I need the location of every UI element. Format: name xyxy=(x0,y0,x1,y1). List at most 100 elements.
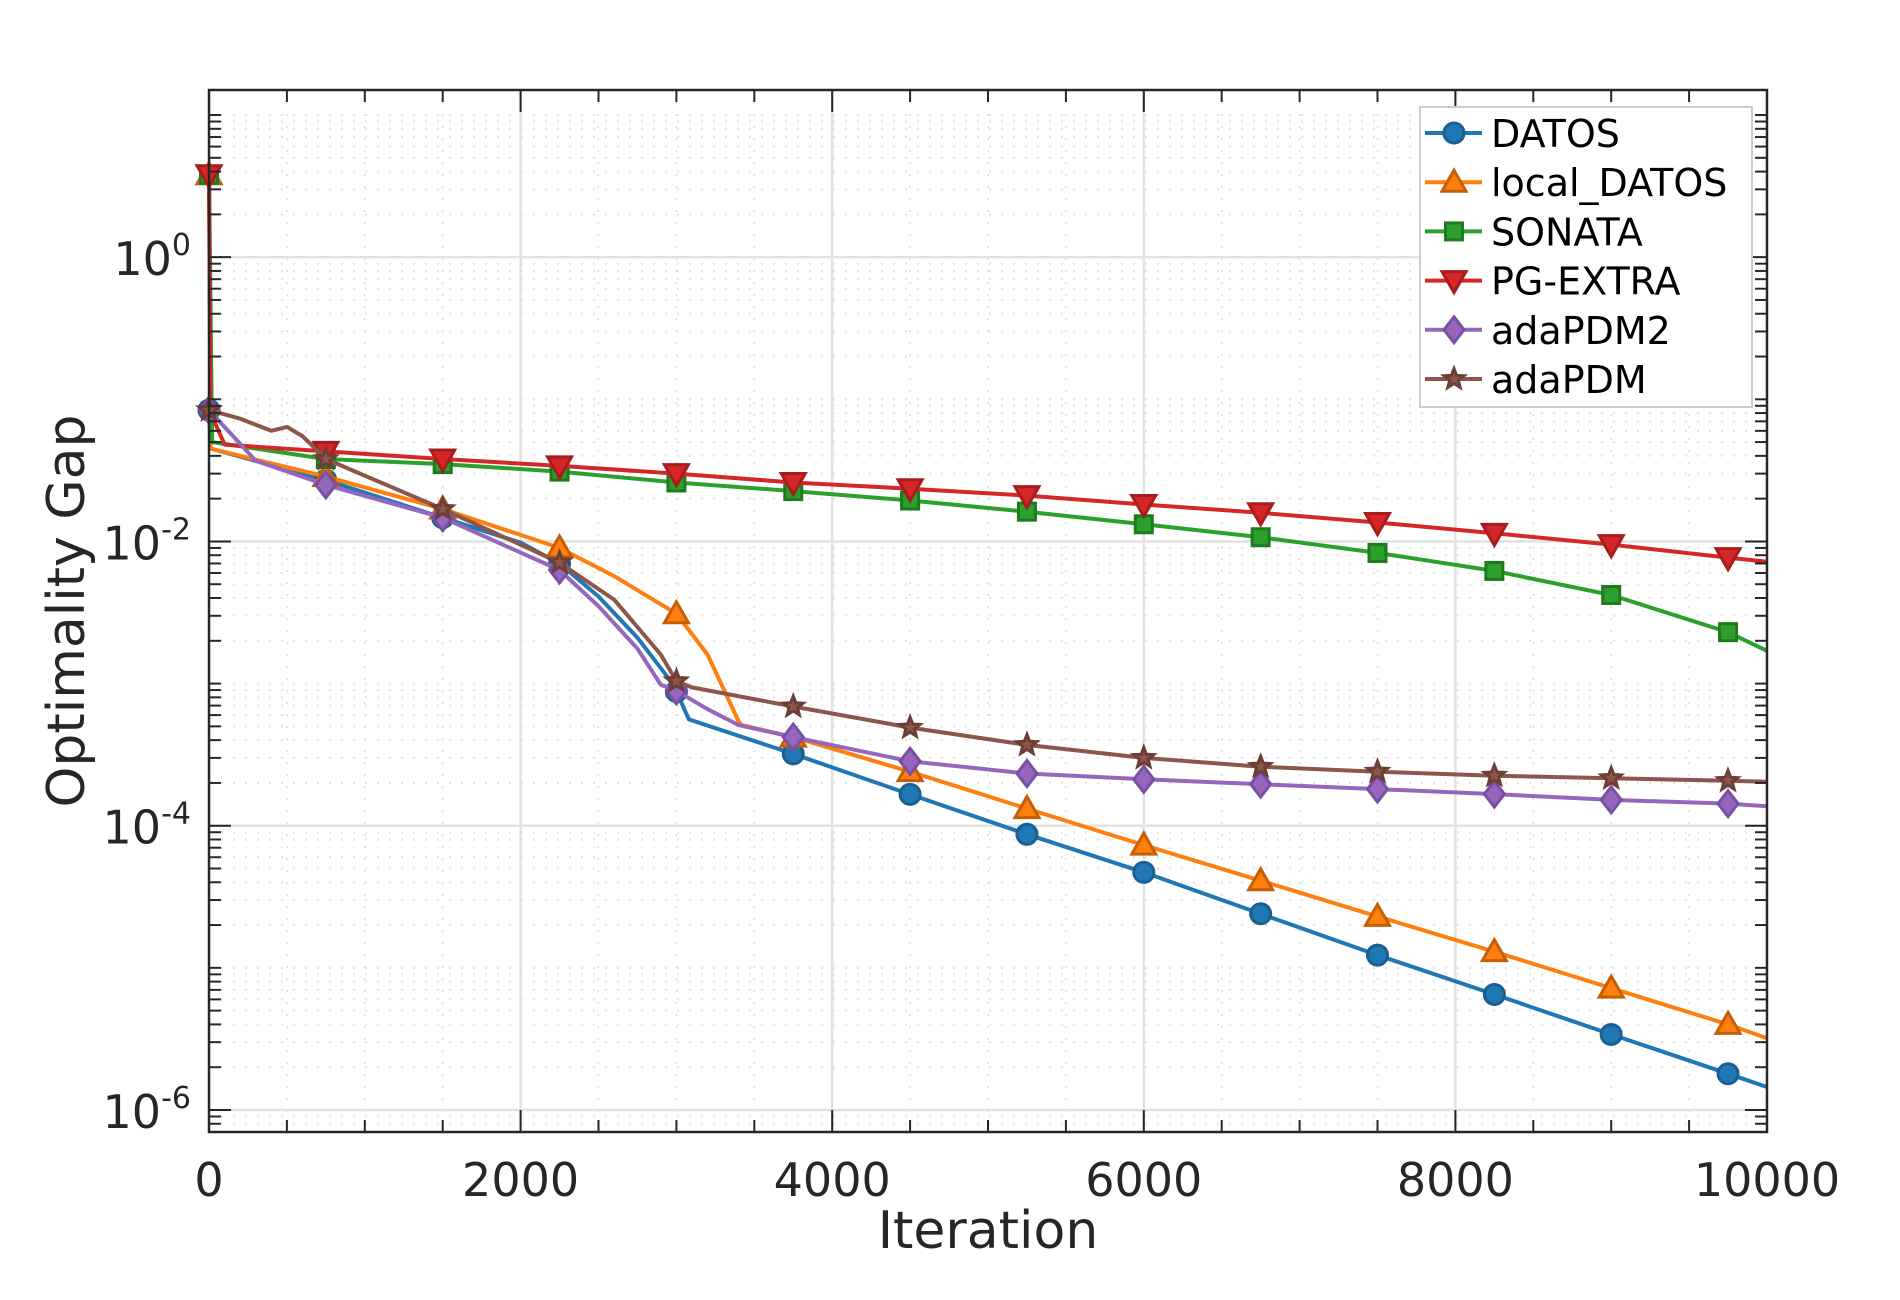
data-point xyxy=(1131,763,1156,795)
y-tick-label: 10-6 xyxy=(103,1081,191,1139)
data-point xyxy=(1599,784,1624,816)
data-point xyxy=(895,478,925,504)
data-point xyxy=(1365,773,1390,805)
data-point xyxy=(1015,758,1039,789)
legend-box xyxy=(1419,106,1753,408)
x-tick-label: 10000 xyxy=(1694,1153,1840,1207)
legend-marker xyxy=(1440,364,1468,391)
data-point xyxy=(1718,622,1739,643)
data-point xyxy=(1012,793,1042,820)
plot-frame xyxy=(207,88,1769,1134)
legend-item: DATOS xyxy=(1425,112,1620,156)
legend-marker xyxy=(1444,221,1464,242)
legend-item: adaPDM2 xyxy=(1425,309,1671,353)
series-line xyxy=(207,174,1768,653)
x-tick-label: 0 xyxy=(194,1153,223,1207)
data-point xyxy=(1713,1009,1743,1035)
data-point xyxy=(544,455,575,481)
legend-label: local_DATOS xyxy=(1491,161,1727,205)
data-point xyxy=(1250,527,1271,548)
data-point xyxy=(1601,584,1622,605)
x-tick-label: 4000 xyxy=(774,1153,891,1207)
legend-label: PG-EXTRA xyxy=(1491,260,1681,304)
data-point xyxy=(1479,936,1509,963)
legend-label: adaPDM2 xyxy=(1491,309,1671,353)
series-line xyxy=(207,408,1768,809)
y-tick-label: 10-4 xyxy=(103,797,191,855)
data-point xyxy=(1129,493,1159,520)
data-point xyxy=(1132,860,1156,884)
tick-labels: 0 2000 4000 6000 8000 10000 100 10-2 10-4 10-6 xyxy=(103,228,1841,1207)
axes xyxy=(207,88,1769,1134)
data-point xyxy=(661,463,691,489)
legend-item: SONATA xyxy=(1425,210,1643,254)
data-point xyxy=(778,471,808,498)
data-point xyxy=(781,721,806,753)
data-point xyxy=(1129,743,1158,770)
legend-item: PG-EXTRA xyxy=(1425,260,1681,304)
data-point xyxy=(779,691,808,719)
legend-label: adaPDM xyxy=(1491,358,1647,402)
data-point xyxy=(1599,1022,1623,1046)
data-point xyxy=(428,448,458,475)
legend-label: DATOS xyxy=(1491,112,1620,156)
series-layer xyxy=(194,159,1768,1089)
data-point xyxy=(898,782,922,806)
y-axis-label: Optimality Gap xyxy=(37,414,97,807)
data-point xyxy=(1246,502,1276,528)
legend-item: local_DATOS xyxy=(1425,161,1727,205)
data-point xyxy=(1015,822,1039,846)
series-line xyxy=(207,410,1768,1089)
series-datos xyxy=(197,398,1768,1089)
data-point xyxy=(1716,788,1740,820)
data-point xyxy=(898,745,922,777)
series-line xyxy=(208,408,1768,784)
data-point xyxy=(1482,982,1506,1006)
x-tick-label: 2000 xyxy=(462,1153,579,1207)
legend-label: SONATA xyxy=(1491,210,1643,254)
series-adapdm xyxy=(195,395,1768,793)
data-point xyxy=(1367,542,1388,563)
x-tick-label: 8000 xyxy=(1397,1153,1514,1207)
data-point xyxy=(1713,547,1743,573)
data-point xyxy=(661,598,691,625)
data-point xyxy=(545,547,574,575)
data-point xyxy=(1596,973,1626,999)
data-point xyxy=(1479,522,1509,549)
data-point xyxy=(428,494,457,521)
y-tick-label: 10-2 xyxy=(103,512,191,570)
data-point xyxy=(1362,901,1393,927)
data-point xyxy=(1013,730,1041,757)
data-point xyxy=(1246,752,1275,779)
x-tick-label: 6000 xyxy=(1085,1153,1202,1207)
data-point xyxy=(1716,1062,1740,1086)
data-point xyxy=(662,666,691,693)
legend: DATOS local_DATOS SONATA PG-EXTRA adaPDM2 ada… xyxy=(1419,106,1753,408)
data-point xyxy=(1363,756,1392,784)
series-pg-extra xyxy=(194,164,1768,573)
data-point xyxy=(1249,902,1273,926)
data-point xyxy=(1596,534,1626,560)
legend-marker xyxy=(1442,121,1466,145)
data-point xyxy=(1482,778,1507,810)
data-point xyxy=(1129,830,1159,856)
legend-marker xyxy=(1439,167,1469,193)
x-axis-label: Iteration xyxy=(878,1201,1099,1261)
y-tick-label: 100 xyxy=(113,228,191,286)
data-point xyxy=(1366,943,1389,967)
data-point xyxy=(1484,560,1505,581)
data-point xyxy=(1362,511,1393,538)
data-point xyxy=(1480,761,1509,788)
data-point xyxy=(896,712,925,740)
data-point xyxy=(311,444,340,471)
data-point xyxy=(1012,485,1042,511)
data-point xyxy=(1246,865,1276,892)
data-point xyxy=(313,469,338,501)
legend-marker xyxy=(1442,314,1466,346)
legend-item: adaPDM xyxy=(1425,358,1647,402)
legend-marker xyxy=(1439,270,1469,296)
data-point xyxy=(1714,766,1742,793)
data-point xyxy=(1248,768,1273,800)
data-point xyxy=(1597,763,1626,791)
